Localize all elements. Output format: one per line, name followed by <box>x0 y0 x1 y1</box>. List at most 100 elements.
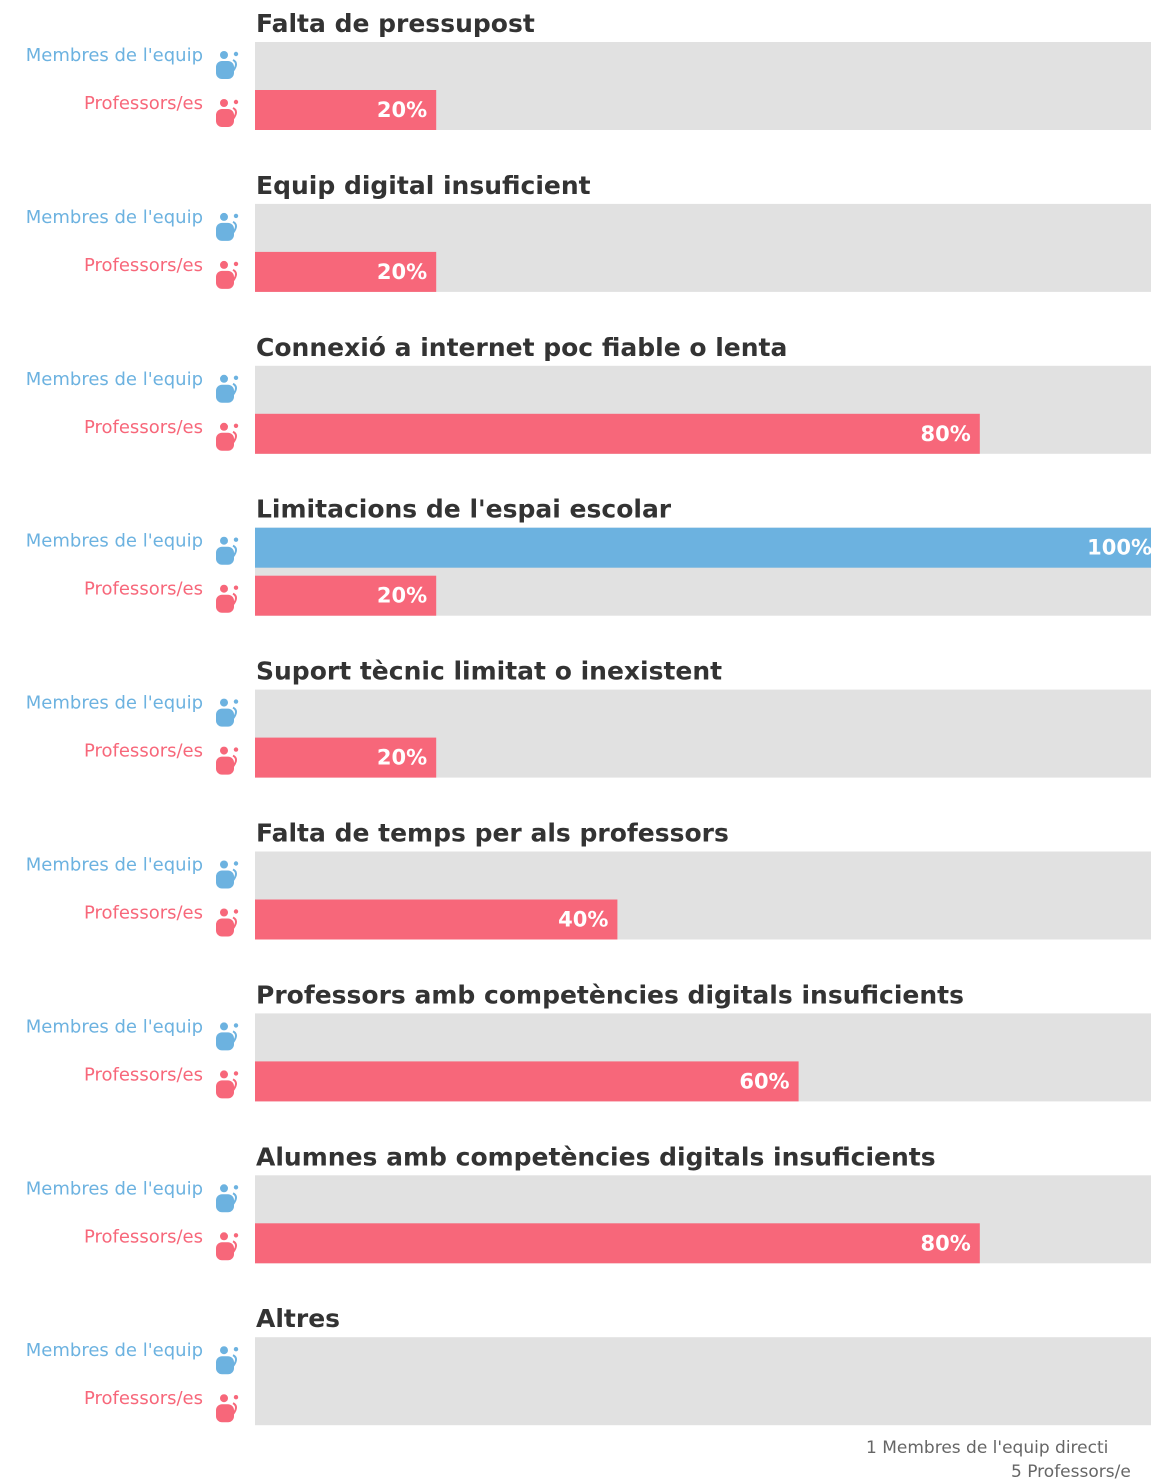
icon-body <box>216 432 234 451</box>
icon-arc <box>232 59 237 72</box>
icon-head <box>220 746 228 755</box>
icon-dot <box>233 51 239 57</box>
icon-head <box>220 908 228 917</box>
bar <box>255 251 437 292</box>
icon-dot <box>233 585 239 590</box>
icon-arc <box>232 269 237 282</box>
footnote: 1 Membres de l'equip directi <box>866 1438 1108 1458</box>
person-icon <box>216 374 239 403</box>
person-icon <box>216 908 239 937</box>
series-label: Professors/es <box>84 417 203 438</box>
series-label: Membres de l'equip <box>26 45 203 66</box>
icon-head <box>220 536 228 545</box>
icon-arc <box>232 592 237 606</box>
value-label: 20% <box>377 584 427 608</box>
person-icon <box>216 1346 239 1375</box>
icon-body <box>216 384 234 403</box>
series-label: Professors/es <box>84 579 203 600</box>
icon-body <box>216 222 234 241</box>
icon-arc <box>232 430 237 444</box>
icon-head <box>220 374 228 383</box>
icon-dot <box>233 99 239 105</box>
value-label: 20% <box>377 260 427 284</box>
person-icon <box>216 1022 239 1051</box>
icon-head <box>220 1184 228 1193</box>
person-icon <box>216 422 239 451</box>
bar <box>255 1061 799 1102</box>
series-label: Membres de l'equip <box>26 1340 203 1361</box>
person-icon <box>216 1232 239 1261</box>
icon-body <box>216 546 234 565</box>
icon-arc <box>232 221 237 234</box>
category-title: Suport tècnic limitat o inexistent <box>256 657 722 686</box>
person-icon <box>216 1394 239 1423</box>
series-label: Membres de l'equip <box>26 855 203 876</box>
series-label: Professors/es <box>84 903 203 924</box>
person-icon <box>216 584 239 613</box>
icon-dot <box>233 423 239 428</box>
icon-arc <box>232 382 237 396</box>
bar <box>255 1223 980 1264</box>
series-label: Professors/es <box>84 93 203 114</box>
icon-arc <box>232 544 237 558</box>
icon-head <box>220 698 228 707</box>
value-label: 20% <box>377 98 427 122</box>
series-label: Professors/es <box>84 1064 203 1085</box>
category-title: Falta de temps per als professors <box>256 819 729 848</box>
series-label: Membres de l'equip <box>26 207 203 228</box>
person-icon <box>216 698 239 727</box>
footnote: 5 Professors/e <box>1011 1462 1131 1482</box>
value-label: 80% <box>921 1231 971 1255</box>
person-icon <box>216 51 239 79</box>
icon-head <box>220 422 228 431</box>
bar-background <box>255 1337 1151 1426</box>
icon-body <box>216 756 234 775</box>
icon-body <box>216 918 234 937</box>
person-icon <box>216 860 239 889</box>
icon-head <box>220 51 228 59</box>
icon-arc <box>232 1192 237 1205</box>
series-label: Professors/es <box>84 1226 203 1247</box>
icon-dot <box>233 1185 239 1190</box>
person-icon <box>216 260 239 289</box>
category-title: Equip digital insuficient <box>256 171 591 200</box>
icon-body <box>216 870 234 889</box>
value-label: 60% <box>739 1069 789 1093</box>
icon-dot <box>233 261 239 267</box>
person-icon <box>216 1184 239 1213</box>
icon-body <box>216 708 234 727</box>
icon-arc <box>232 1078 237 1091</box>
icon-dot <box>233 909 239 914</box>
icon-arc <box>232 107 237 120</box>
icon-arc <box>232 1402 237 1415</box>
series-label: Professors/es <box>84 255 203 276</box>
icon-dot <box>233 1347 239 1352</box>
icon-head <box>220 99 228 107</box>
series-label: Membres de l'equip <box>26 693 203 714</box>
icon-dot <box>233 1023 239 1028</box>
icon-arc <box>232 1030 237 1043</box>
icon-head <box>220 1022 228 1031</box>
series-label: Professors/es <box>84 741 203 762</box>
icon-body <box>216 1194 234 1213</box>
bar <box>255 413 980 454</box>
category-title: Altres <box>256 1304 340 1333</box>
icon-body <box>216 1080 234 1099</box>
bar <box>255 899 618 940</box>
series-label: Membres de l'equip <box>26 531 203 552</box>
series-label: Membres de l'equip <box>26 369 203 390</box>
bar <box>255 575 437 616</box>
icon-dot <box>233 1071 239 1076</box>
icon-body <box>216 594 234 613</box>
icon-head <box>220 584 228 593</box>
icon-head <box>220 260 228 269</box>
value-label: 80% <box>921 422 971 446</box>
person-icon <box>216 99 239 127</box>
series-label: Membres de l'equip <box>26 1178 203 1199</box>
person-icon <box>216 212 239 241</box>
icon-dot <box>233 699 239 704</box>
icon-body <box>216 61 234 79</box>
icon-head <box>220 1070 228 1079</box>
person-icon <box>216 1070 239 1099</box>
